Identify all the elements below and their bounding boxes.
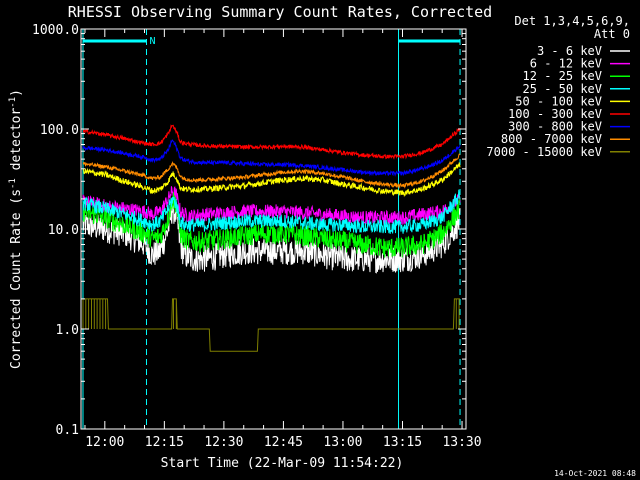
y-tick-label: 100.0 — [40, 123, 79, 138]
y-tick-label: 1.0 — [56, 323, 79, 338]
date-stamp: 14-Oct-2021 08:48 — [554, 469, 636, 478]
y-label-mid: detector — [9, 108, 24, 179]
legend-label: 6 - 12 keV — [530, 57, 602, 71]
legend-label: 100 - 300 keV — [508, 107, 602, 121]
series-300-800-kev — [82, 139, 461, 177]
series-line — [82, 139, 461, 177]
series-800-7000-kev — [82, 153, 461, 189]
series-line — [82, 124, 461, 160]
legend-label: 3 - 6 keV — [537, 44, 602, 58]
x-tick-label: 12:45 — [264, 435, 303, 450]
y-tick-label: 0.1 — [56, 423, 79, 438]
legend-label: 300 - 800 keV — [508, 120, 602, 134]
legend-label: 7000 - 15000 keV — [486, 145, 602, 159]
night-label: N — [149, 36, 155, 47]
series-50-100-kev — [82, 162, 461, 198]
series-layer — [82, 124, 461, 352]
legend-label: 50 - 100 keV — [515, 94, 602, 108]
series-line — [82, 298, 460, 352]
y-label-sup2: -1 — [8, 97, 18, 108]
series-line — [82, 189, 461, 234]
y-tick-label: 1000.0 — [32, 23, 79, 38]
x-tick-label: 13:00 — [323, 435, 362, 450]
legend-label: 12 - 25 keV — [523, 69, 602, 83]
series-line — [82, 153, 461, 189]
series-line — [82, 185, 461, 225]
legend-label: 25 - 50 keV — [523, 82, 602, 96]
series-line — [82, 192, 461, 258]
legend-header-line-1: Det 1,3,4,5,6,9, — [514, 14, 630, 28]
series-line — [82, 162, 461, 198]
series-7000-15000-kev — [82, 298, 460, 352]
y-axis-label: Corrected Count Rate (s-1 detector-1) — [8, 89, 24, 369]
axis-ticks: 12:00 12:15 12:30 12:45 13:00 13:15 13:30 0.1 1.… — [32, 23, 482, 450]
series-100-300-kev — [82, 124, 461, 160]
night-markers: N — [82, 36, 461, 47]
chart-title: RHESSI Observing Summary Count Rates, Co… — [68, 3, 492, 21]
x-tick-label: 12:00 — [85, 435, 124, 450]
x-tick-label: 12:30 — [204, 435, 243, 450]
series-12-25-kev — [82, 192, 461, 258]
series-25-50-kev — [82, 189, 461, 234]
x-tick-label: 13:15 — [383, 435, 422, 450]
y-tick-label: 10.0 — [48, 223, 79, 238]
y-label-sup1: -1 — [8, 178, 18, 189]
series-6-12-kev — [82, 185, 461, 225]
y-label-end: ) — [9, 89, 24, 97]
legend-label: 800 - 7000 keV — [501, 132, 602, 146]
x-tick-label: 13:30 — [442, 435, 481, 450]
y-label-main: Corrected Count Rate (s — [9, 189, 24, 369]
x-tick-label: 12:15 — [145, 435, 184, 450]
x-axis-label: Start Time (22-Mar-09 11:54:22) — [161, 456, 404, 471]
legend-header-line-2: Att 0 — [594, 27, 630, 41]
